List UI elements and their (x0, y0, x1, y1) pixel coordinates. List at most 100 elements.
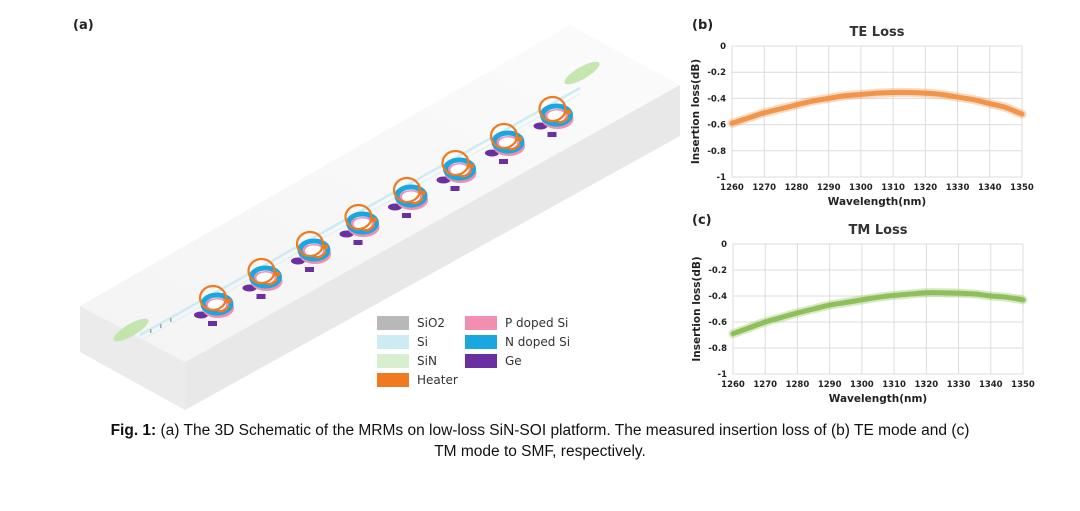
waveguide-marker (160, 324, 162, 328)
heater-ring (247, 257, 276, 285)
legend-item-sio2: SiO2 (377, 316, 445, 330)
caption-prefix: Fig. 1: (110, 422, 157, 439)
heater-pad (468, 163, 475, 169)
legend-label: SiN (417, 354, 437, 368)
x-tick-label: 1260 (721, 380, 745, 390)
ge-contact (305, 267, 314, 272)
ring-modulator (533, 95, 574, 137)
data-point (941, 291, 944, 294)
heater-pad (323, 244, 329, 250)
legend-swatch (465, 335, 497, 349)
heater-ring (198, 284, 228, 312)
x-tick-label: 1280 (785, 183, 809, 193)
x-tick-label: 1320 (914, 380, 938, 390)
ge-contact (353, 240, 363, 245)
y-tick-label: -0.4 (708, 292, 727, 302)
y-tick-label: -0.6 (708, 318, 727, 328)
legend-label: Si (417, 335, 428, 349)
x-tick-label: 1260 (720, 183, 744, 193)
y-tick-label: -0.4 (707, 94, 726, 104)
data-point (780, 316, 783, 319)
ge-contact (499, 159, 508, 164)
legend-item-p-doped-si: P doped Si (465, 316, 568, 330)
data-point (940, 93, 943, 96)
legend-label: N doped Si (505, 335, 571, 349)
data-point (860, 298, 864, 302)
data-point (909, 292, 912, 296)
sin-edge-coupler-right (564, 61, 600, 85)
data-point (764, 320, 767, 324)
data-point (924, 91, 927, 95)
sin-edge-coupler-left (113, 318, 149, 342)
x-tick-label: 1350 (1011, 380, 1035, 390)
legend-swatch (377, 354, 409, 368)
legend-label: Heater (417, 373, 458, 387)
legend-item-n-doped-si: N doped Si (465, 335, 570, 349)
y-tick-label: -0.8 (707, 147, 726, 157)
legend-swatch (465, 354, 497, 368)
x-tick-label: 1310 (882, 380, 906, 390)
caption-line-1: (a) The 3D Schematic of the MRMs on low-… (156, 422, 970, 439)
heater-pad (517, 136, 523, 142)
heater-pad (226, 298, 232, 304)
panel-label-a: (a) (73, 18, 94, 33)
data-point (796, 311, 799, 315)
x-tick-label: 1350 (1010, 183, 1034, 193)
ring-modulator (485, 122, 525, 164)
x-axis-label: Wavelength(nm) (828, 196, 926, 208)
substrate-front-face (185, 85, 680, 410)
legend-item-heater: Heater (377, 373, 458, 387)
heater-pad (565, 109, 572, 115)
legend-label: P doped Si (505, 316, 569, 330)
data-point (859, 93, 863, 96)
heater-lead (458, 170, 473, 178)
ring-modulator (388, 176, 428, 218)
ge-contact (402, 213, 411, 218)
data-point (843, 94, 846, 97)
waveguide-marker (170, 318, 172, 322)
heater-ring (441, 149, 470, 177)
waveguide-marker (150, 329, 152, 333)
legend-swatch (377, 316, 409, 330)
y-tick-label: -0.2 (707, 68, 726, 78)
data-point (876, 296, 880, 299)
data-point (908, 91, 911, 94)
data-point (891, 91, 895, 94)
x-tick-label: 1290 (817, 183, 841, 193)
ge-contact (256, 294, 266, 299)
ring-modulator (242, 257, 283, 299)
heater-ring (295, 230, 325, 258)
x-tick-label: 1340 (979, 380, 1003, 390)
data-point (827, 97, 830, 100)
data-point (1021, 298, 1025, 302)
data-point (875, 91, 879, 95)
ring-modulator (291, 230, 331, 272)
x-tick-label: 1290 (818, 380, 842, 390)
x-tick-label: 1280 (786, 380, 810, 390)
legend-swatch (377, 373, 409, 387)
x-tick-label: 1330 (947, 380, 971, 390)
heater-lead (264, 278, 279, 286)
data-point (844, 301, 847, 304)
y-tick-label: -0.8 (708, 344, 727, 354)
y-tick-label: -1 (717, 173, 727, 183)
figure-caption: Fig. 1: (a) The 3D Schematic of the MRMs… (60, 420, 1020, 462)
heater-ring (538, 95, 567, 123)
data-point (811, 99, 814, 103)
caption-line-2: TM mode to SMF, respectively. (434, 443, 646, 460)
y-axis-label: Insertion loss(dB) (691, 256, 703, 361)
x-tick-label: 1310 (881, 183, 905, 193)
ring-modulator (194, 284, 234, 326)
legend-label: Ge (505, 354, 522, 368)
y-tick-label: -0.2 (708, 266, 727, 276)
data-point (972, 98, 975, 101)
x-tick-label: 1330 (946, 183, 970, 193)
chart-title: TM Loss (848, 223, 907, 238)
data-point (763, 111, 766, 115)
ge-contact (208, 321, 217, 326)
heater-pad (274, 271, 281, 277)
ring-modulator-array (150, 95, 574, 333)
y-tick-label: -1 (718, 370, 728, 380)
heater-ring (489, 122, 519, 150)
data-point (731, 332, 735, 335)
